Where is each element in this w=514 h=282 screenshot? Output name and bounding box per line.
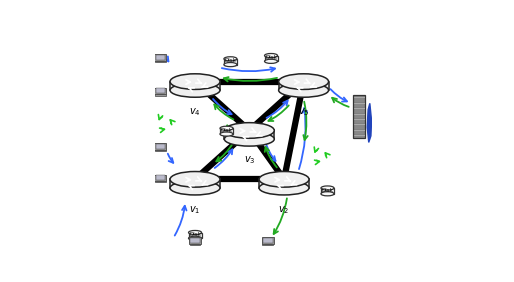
Bar [154,88,167,94]
Bar [154,54,167,61]
Text: $v_2$: $v_2$ [279,204,290,216]
Bar [189,233,201,238]
Ellipse shape [265,59,278,63]
Text: Disk: Disk [265,55,277,60]
Text: $v_5$: $v_5$ [298,107,309,118]
Ellipse shape [321,192,334,196]
Ellipse shape [170,171,220,187]
Bar [156,175,165,180]
Text: $v_1$: $v_1$ [189,204,200,216]
Ellipse shape [224,63,237,67]
Bar [220,128,233,134]
Bar [224,59,237,65]
Ellipse shape [265,54,278,58]
Bar [155,150,166,151]
Ellipse shape [220,132,233,136]
Ellipse shape [170,74,220,89]
Ellipse shape [279,74,328,89]
Bar [154,143,167,150]
Bar [170,179,220,188]
Bar [321,188,334,194]
Bar [170,81,220,90]
Bar [156,55,165,60]
Ellipse shape [259,181,309,195]
Ellipse shape [259,171,309,187]
Ellipse shape [189,236,201,240]
Bar [154,175,167,181]
Ellipse shape [189,230,201,235]
Bar [263,238,272,243]
Ellipse shape [224,123,274,138]
Bar [224,131,274,139]
Bar [155,61,166,62]
Ellipse shape [170,181,220,195]
Bar [156,144,165,149]
Bar [262,237,274,244]
Ellipse shape [321,186,334,190]
Bar [279,81,328,90]
Text: $v_4$: $v_4$ [189,107,201,118]
Text: $v_3$: $v_3$ [244,154,255,166]
Ellipse shape [224,57,237,61]
Bar [262,244,273,245]
Text: Disk: Disk [322,188,334,193]
Bar [190,238,200,243]
Polygon shape [367,103,372,142]
Text: Disk: Disk [225,58,236,63]
Bar [189,237,201,244]
Bar [190,244,200,245]
Bar [353,95,365,138]
Bar [259,179,309,188]
Ellipse shape [224,132,274,146]
Text: Disk: Disk [189,232,201,237]
Bar [155,181,166,182]
Ellipse shape [220,126,233,130]
Bar [156,89,165,93]
Bar [155,94,166,96]
Ellipse shape [279,83,328,97]
Ellipse shape [170,83,220,97]
Text: Disk: Disk [221,128,232,133]
Bar [265,56,278,61]
